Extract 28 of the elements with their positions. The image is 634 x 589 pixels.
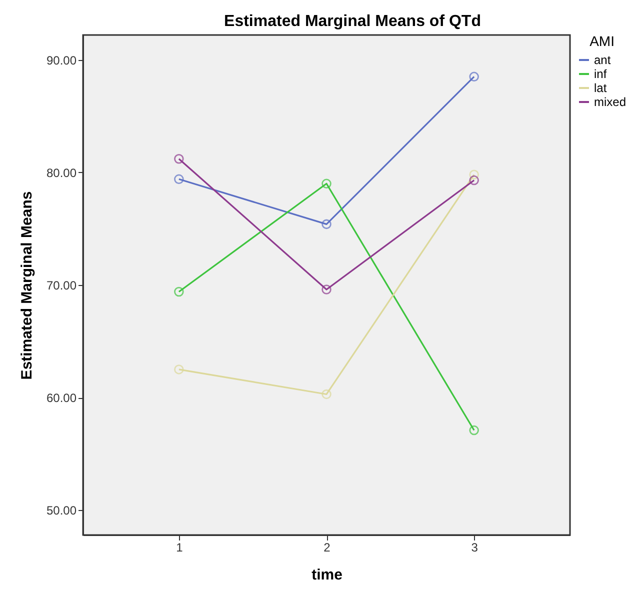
y-tick-label: 50.00 (46, 504, 77, 518)
x-tick-label: 1 (176, 540, 184, 554)
point (322, 219, 332, 230)
y-tick-label: 80.00 (46, 166, 77, 180)
y-tick-label: 70.00 (46, 278, 77, 292)
point (322, 178, 332, 189)
chart-title: Estimated Marginal Means of QTd (224, 13, 481, 30)
legend-title: AMI (590, 33, 614, 49)
point (174, 286, 184, 297)
point (174, 174, 184, 184)
y-tick-label: 60.00 (46, 391, 77, 406)
point (174, 154, 184, 164)
point (469, 170, 479, 180)
x-tick-label: 2 (324, 540, 331, 554)
point (469, 72, 479, 82)
legend-label: lat (594, 81, 608, 95)
point (469, 175, 479, 186)
x-axis-title: time (312, 566, 342, 584)
point (174, 364, 184, 374)
legend-label: inf (594, 67, 608, 81)
legend-label: ant (594, 53, 612, 67)
legend-label: mixed (594, 95, 626, 109)
x-tick-label: 3 (471, 540, 478, 554)
point (322, 284, 332, 294)
point (322, 389, 332, 400)
y-axis-title: Estimated Marginal Means (18, 191, 36, 380)
y-tick-label: 90.00 (46, 53, 77, 68)
point (469, 425, 479, 436)
